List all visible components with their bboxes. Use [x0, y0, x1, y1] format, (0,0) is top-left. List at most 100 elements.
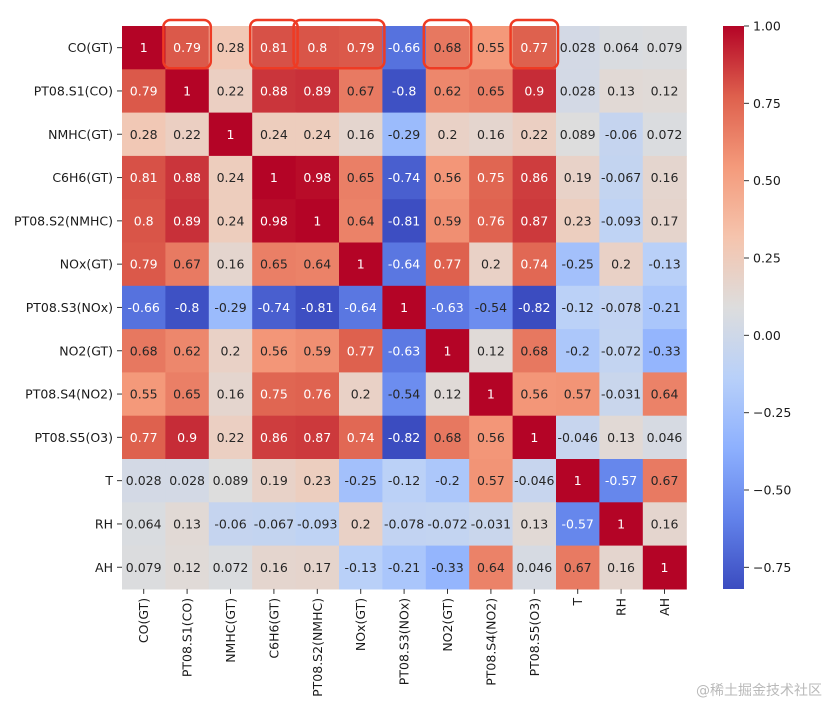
- heatmap-cell: [599, 69, 644, 114]
- cell-value-label: 0.65: [173, 387, 201, 402]
- heatmap-cell: [642, 545, 687, 590]
- cell-value-label: 0.2: [221, 343, 241, 358]
- heatmap-cell: [382, 69, 427, 114]
- colorbar-tick-label: 0.00: [753, 328, 781, 343]
- heatmap-cell: [642, 459, 687, 503]
- cell-value-label: 0.16: [217, 387, 245, 402]
- heatmap-cell: [556, 329, 600, 373]
- heatmap-cell: [295, 155, 340, 200]
- cell-value-label: 0.16: [217, 257, 245, 272]
- cell-value-label: 0.079: [126, 560, 162, 575]
- x-tick-label: CO(GT): [136, 598, 151, 643]
- cell-value-label: 0.028: [560, 40, 596, 55]
- heatmap-cell: [512, 155, 557, 200]
- cell-value-label: 0.064: [126, 516, 162, 531]
- heatmap-cell: [295, 329, 340, 373]
- cell-value-label: 0.67: [173, 257, 201, 272]
- x-tick-label: RH: [614, 598, 629, 616]
- colorbar-tick-label: −0.25: [753, 405, 791, 420]
- cell-value-label: -0.29: [388, 127, 420, 142]
- heatmap-cell: [252, 155, 297, 200]
- heatmap-cell: [339, 199, 383, 244]
- heatmap-cell: [295, 502, 340, 547]
- cell-value-label: 0.028: [169, 473, 205, 488]
- heatmap-cell: [339, 285, 383, 330]
- cell-value-label: 0.28: [217, 40, 245, 55]
- cell-value-label: 0.23: [564, 213, 592, 228]
- cell-value-label: 0.67: [651, 473, 679, 488]
- cell-value-label: -0.046: [558, 430, 598, 445]
- cell-value-label: 0.74: [347, 430, 375, 445]
- heatmap-cell: [642, 415, 687, 460]
- heatmap-cell: [252, 242, 297, 287]
- heatmap-cell: [165, 459, 210, 503]
- heatmap-cell: [425, 112, 470, 157]
- cell-value-label: -0.12: [388, 473, 420, 488]
- cell-value-label: 0.74: [520, 257, 548, 272]
- heatmap-cell: [382, 285, 427, 330]
- cell-value-label: 0.24: [217, 170, 245, 185]
- x-tick-label: PT08.S2(NMHC): [310, 598, 325, 697]
- cell-value-label: 0.19: [564, 170, 592, 185]
- cell-value-label: 0.75: [477, 170, 505, 185]
- heatmap-cell: [425, 26, 470, 70]
- x-tick-label: PT08.S4(NO2): [483, 598, 498, 686]
- cell-value-label: 0.86: [260, 430, 288, 445]
- cell-value-label: 0.65: [347, 170, 375, 185]
- cell-value-label: -0.33: [431, 560, 463, 575]
- cell-value-label: 0.2: [611, 257, 631, 272]
- highlight-box: [422, 18, 473, 70]
- cell-value-label: -0.2: [435, 473, 459, 488]
- colorbar-gradient: [723, 26, 744, 589]
- cell-value-label: 0.55: [130, 387, 158, 402]
- heatmap-cell: [252, 285, 297, 330]
- y-tick-label: NMHC(GT): [48, 127, 113, 142]
- cell-value-label: 0.13: [607, 83, 635, 98]
- heatmap-cell: [339, 372, 383, 417]
- cell-value-label: 0.046: [647, 430, 683, 445]
- cell-value-label: -0.2: [566, 343, 590, 358]
- heatmap-cell: [556, 155, 600, 200]
- heatmap-cell: [469, 415, 514, 460]
- heatmap-cell: [382, 372, 427, 417]
- heatmap-cell: [252, 415, 297, 460]
- heatmap-cell: [208, 459, 253, 503]
- heatmap-cell: [165, 26, 210, 70]
- heatmap-cell: [252, 372, 297, 417]
- heatmap-cell: [122, 545, 166, 590]
- heatmap-cell: [382, 242, 427, 287]
- heatmap-cell: [208, 26, 253, 70]
- cell-value-label: 0.22: [520, 127, 548, 142]
- heatmap-cell: [469, 69, 514, 114]
- cell-value-label: 0.57: [477, 473, 505, 488]
- cell-value-label: -0.21: [388, 560, 420, 575]
- cell-value-label: 0.072: [647, 127, 683, 142]
- heatmap-cell: [295, 69, 340, 114]
- cell-value-label: 0.81: [260, 40, 288, 55]
- heatmap-cell: [425, 242, 470, 287]
- heatmap-cell: [339, 415, 383, 460]
- heatmap-cell: [642, 242, 687, 287]
- heatmap-cell: [599, 545, 644, 590]
- heatmap-cell: [642, 329, 687, 373]
- cell-value-label: 0.89: [173, 213, 201, 228]
- cell-value-label: 0.56: [434, 170, 462, 185]
- cell-value-label: -0.33: [648, 343, 680, 358]
- cell-value-label: 0.12: [651, 83, 679, 98]
- heatmap-cell: [425, 329, 470, 373]
- cell-value-label: 0.12: [434, 387, 462, 402]
- x-tick-label: PT08.S1(CO): [180, 598, 195, 677]
- cell-value-label: -0.046: [514, 473, 554, 488]
- heatmap-cell: [425, 372, 470, 417]
- heatmap-cell: [642, 69, 687, 114]
- heatmap-cell: [425, 155, 470, 200]
- heatmap-cell: [382, 545, 427, 590]
- colorbar-tick-label: 0.75: [753, 96, 781, 111]
- heatmap-cell: [642, 112, 687, 157]
- heatmap-cell: [339, 502, 383, 547]
- cell-value-label: 0.64: [651, 387, 679, 402]
- heatmap-cell: [295, 415, 340, 460]
- heatmap-cell: [556, 199, 600, 244]
- colorbar-tick-label: 0.50: [753, 173, 781, 188]
- heatmap-cell: [469, 199, 514, 244]
